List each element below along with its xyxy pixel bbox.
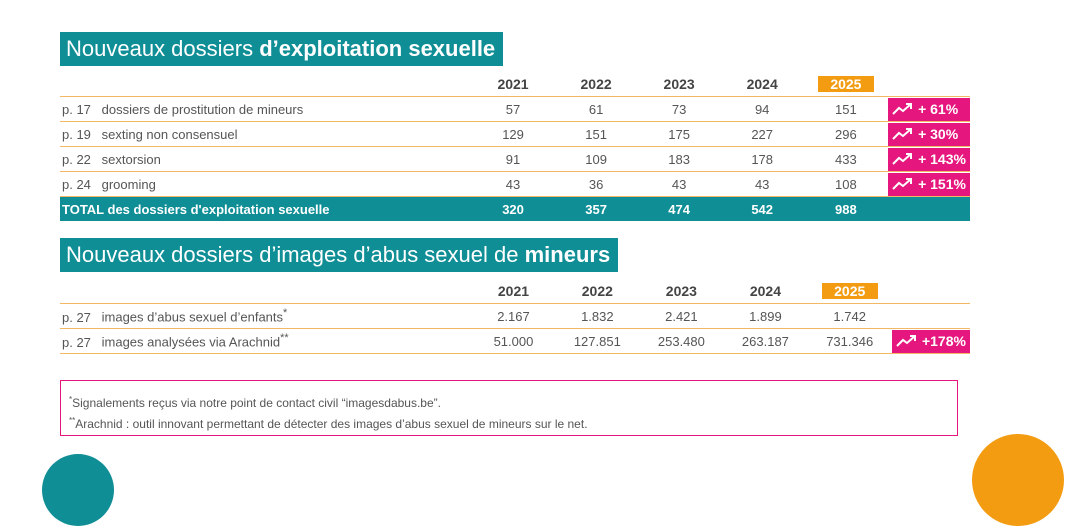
change-badge: + 61% — [888, 97, 970, 121]
cell-value: 51.000 — [471, 328, 556, 354]
cell-value: 108 — [803, 171, 889, 197]
table-row: p. 17 dossiers de prostitution de mineur… — [60, 96, 970, 122]
cell-value: 61 — [554, 96, 638, 122]
year-header: 2021 — [471, 279, 556, 304]
cell-value: 2.167 — [471, 303, 556, 329]
total-value: 474 — [637, 196, 721, 221]
page-ref: p. 27 — [62, 309, 91, 325]
cell-value: 109 — [554, 146, 638, 172]
table-row: p. 27 images analysées via Arachnid** 51… — [60, 328, 970, 354]
section1-title-bold: d’exploitation sexuelle — [259, 36, 496, 61]
cell-value: 129 — [471, 121, 555, 147]
cell-value: 94 — [720, 96, 804, 122]
table-header-row: 2021 2022 2023 2024 2025 — [60, 72, 970, 97]
footnotes-box: *Signalements reçus via notre point de c… — [60, 380, 958, 436]
footnote-1: *Signalements reçus via notre point de c… — [69, 395, 441, 410]
cell-value: 127.851 — [555, 328, 640, 354]
year-header: 2024 — [723, 279, 808, 304]
cell-value: 36 — [554, 171, 638, 197]
cell-value: 263.187 — [723, 328, 808, 354]
cell-value: 433 — [803, 146, 889, 172]
table-row: p. 22 sextorsion 91 109 183 178 433 + 14… — [60, 146, 970, 172]
table-header-row: 2021 2022 2023 2024 2025 — [60, 279, 970, 304]
trend-up-icon — [892, 103, 913, 115]
cell-value: 227 — [720, 121, 804, 147]
page-ref: p. 24 — [62, 176, 91, 192]
cell-value: 43 — [471, 171, 555, 197]
change-badge: + 30% — [888, 122, 970, 146]
trend-up-icon — [896, 335, 916, 347]
footnote-mark: ** — [280, 332, 289, 345]
cell-value: 183 — [637, 146, 721, 172]
year-header-highlight: 2025 — [807, 279, 892, 304]
cell-value: 1.832 — [555, 303, 640, 329]
year-header: 2022 — [555, 279, 640, 304]
footnote-mark: * — [283, 307, 288, 320]
page-ref: p. 22 — [62, 151, 91, 167]
row-label: dossiers de prostitution de mineurs — [101, 101, 304, 117]
cell-value: 43 — [720, 171, 804, 197]
row-label: images d’abus sexuel d’enfants — [101, 309, 284, 325]
change-badge: + 151% — [888, 172, 970, 196]
cell-value: 1.742 — [807, 303, 892, 329]
total-label: TOTAL des dossiers d'exploitation sexuel… — [60, 196, 472, 221]
row-label: sextorsion — [101, 151, 161, 167]
total-value: 357 — [554, 196, 638, 221]
footnote-2: **Arachnid : outil innovant permettant d… — [69, 416, 588, 431]
cell-value: 253.480 — [639, 328, 724, 354]
section2-title-bold: mineurs — [524, 242, 611, 267]
section1-title-plain: Nouveaux dossiers — [66, 36, 260, 61]
table-row: p. 19 sexting non consensuel 129 151 175… — [60, 121, 970, 147]
row-label: grooming — [101, 176, 156, 192]
decorative-circle-orange — [972, 434, 1064, 526]
cell-value: 296 — [803, 121, 889, 147]
year-header: 2023 — [637, 72, 721, 97]
cell-value: 731.346 — [807, 328, 892, 354]
year-header-highlight: 2025 — [803, 72, 889, 97]
trend-up-icon — [892, 128, 913, 140]
cell-value: 151 — [554, 121, 638, 147]
year-header: 2023 — [639, 279, 724, 304]
table-row: p. 27 images d’abus sexuel d’enfants* 2.… — [60, 303, 970, 329]
total-value: 320 — [471, 196, 555, 221]
trend-up-icon — [892, 178, 913, 190]
images-table: 2021 2022 2023 2024 2025 p. 27 images d’… — [60, 279, 970, 354]
total-value: 988 — [803, 196, 889, 221]
change-badge: + 143% — [888, 147, 970, 171]
section2-title-plain: Nouveaux dossiers d’images d’abus sexuel… — [66, 242, 525, 267]
total-row: TOTAL des dossiers d'exploitation sexuel… — [60, 196, 970, 221]
page-ref: p. 19 — [62, 126, 91, 142]
cell-value: 2.421 — [639, 303, 724, 329]
table-row: p. 24 grooming 43 36 43 43 108 + 151% — [60, 171, 970, 197]
row-label: sexting non consensuel — [101, 126, 238, 142]
cell-value: 1.899 — [723, 303, 808, 329]
cell-value: 151 — [803, 96, 889, 122]
section1-title: Nouveaux dossiers d’exploitation sexuell… — [60, 32, 504, 66]
total-value: 542 — [720, 196, 804, 221]
page-ref: p. 27 — [62, 334, 91, 350]
year-header: 2022 — [554, 72, 638, 97]
cell-value: 175 — [637, 121, 721, 147]
trend-up-icon — [892, 153, 913, 165]
cell-value: 91 — [471, 146, 555, 172]
row-label: images analysées via Arachnid — [101, 334, 281, 350]
cell-value: 43 — [637, 171, 721, 197]
change-badge: +178% — [891, 329, 970, 353]
year-header: 2021 — [471, 72, 555, 97]
cell-value: 57 — [471, 96, 555, 122]
cell-value: 73 — [637, 96, 721, 122]
cell-value: 178 — [720, 146, 804, 172]
exploitation-table: 2021 2022 2023 2024 2025 p. 17 dossiers … — [60, 72, 970, 221]
page-ref: p. 17 — [62, 101, 91, 117]
decorative-circle-teal — [42, 454, 114, 526]
year-header: 2024 — [720, 72, 804, 97]
section2-title: Nouveaux dossiers d’images d’abus sexuel… — [60, 238, 619, 272]
